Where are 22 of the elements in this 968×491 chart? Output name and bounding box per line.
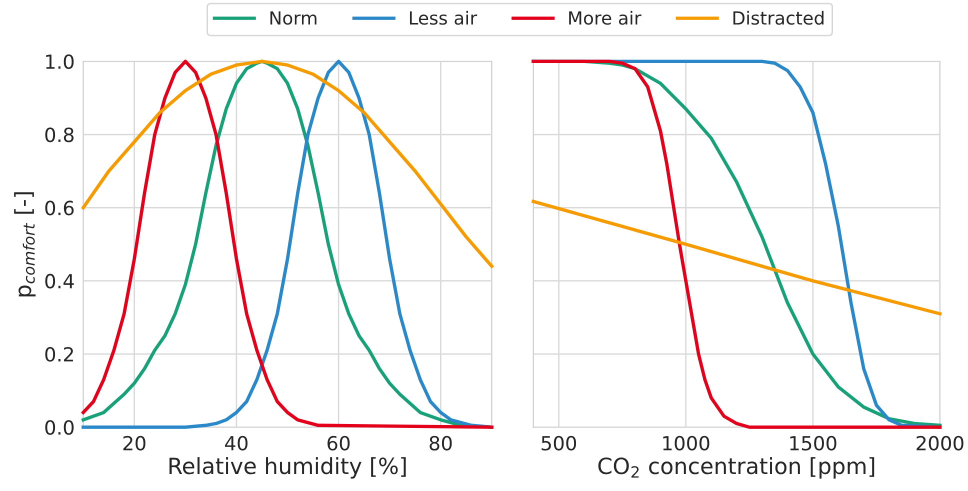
x-tick-label: 2000 [916, 436, 964, 451]
legend-label: Distracted [733, 10, 824, 25]
x-tick-label: 20 [123, 436, 146, 451]
x-tick-label: 60 [328, 436, 350, 451]
x-tick-label: 1000 [663, 436, 710, 451]
x-tick-label: 40 [225, 436, 248, 451]
x-axis-title: Relative humidity [%] [170, 457, 406, 479]
x-tick-label: 500 [542, 436, 576, 451]
x-tick-label: 1500 [790, 436, 836, 451]
line-series [82, 60, 494, 429]
legend-label: Norm [270, 11, 316, 25]
y-tick-label: 0.6 [45, 200, 74, 216]
legend-label: Less air [410, 10, 478, 25]
y-tick-label: 0.8 [45, 127, 74, 142]
x-axis-title: CO$_{2}$ concentration [ppm] [598, 457, 874, 479]
y-tick-label: 0.0 [45, 420, 74, 435]
y-tick-label: 0.2 [45, 346, 73, 362]
y-tick-label: 1.0 [46, 54, 74, 70]
y-tick-label: 0.4 [45, 274, 74, 289]
y-axis-title: p$_{comfort}$ [-] [14, 192, 36, 296]
x-tick-label: 80 [430, 436, 452, 451]
legend-label: More air [569, 10, 642, 25]
